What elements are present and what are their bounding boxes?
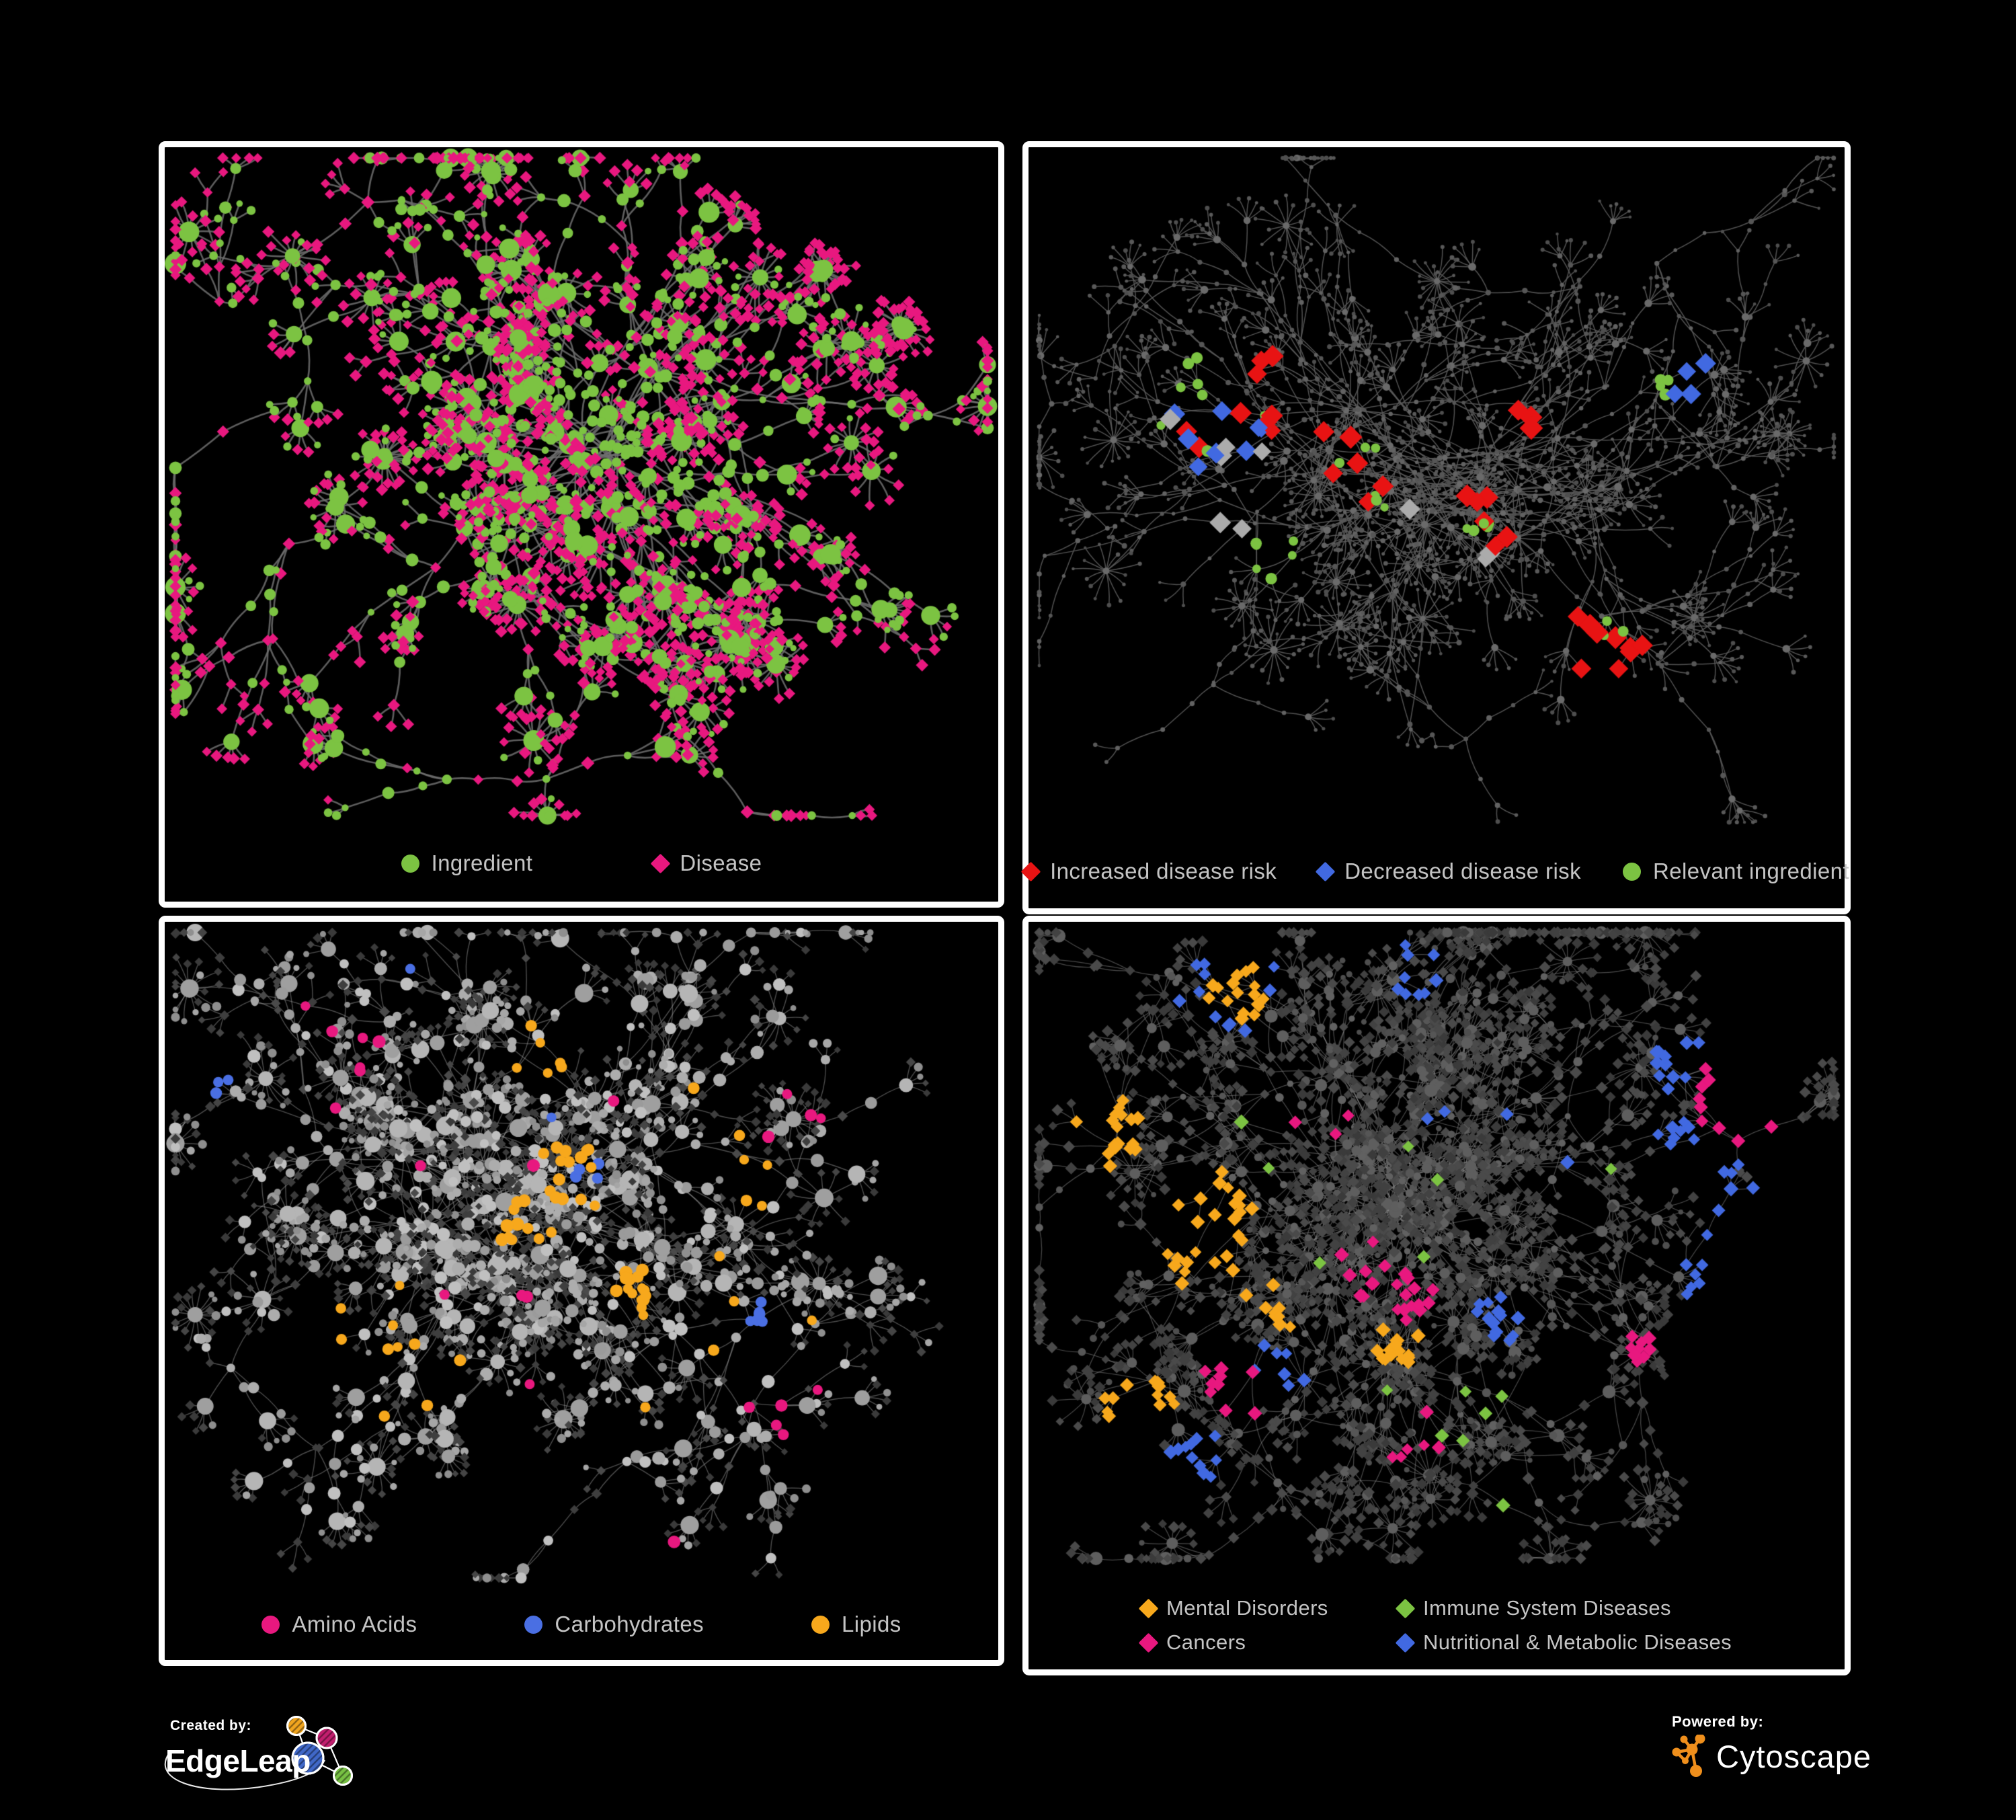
- legend-disease-classes: Mental Disorders Immune System Diseases …: [1138, 1596, 1732, 1655]
- legend-item: Mental Disorders: [1138, 1596, 1398, 1620]
- legend-item: Lipids: [811, 1612, 901, 1637]
- panel-disease-classes: Mental Disorders Immune System Diseases …: [1022, 916, 1851, 1675]
- legend-label: Mental Disorders: [1166, 1596, 1328, 1620]
- legend-item: Nutritional & Metabolic Diseases: [1395, 1630, 1732, 1655]
- panel-disease-risk: Increased disease risk Decreased disease…: [1020, 141, 1851, 914]
- disease-swatch-diamond: [651, 853, 671, 873]
- legend-label: Disease: [680, 850, 762, 875]
- ingredient-swatch-circle: [401, 854, 419, 873]
- nutrient-classes-network-canvas: [165, 922, 998, 1660]
- amino-acids-swatch-circle: [261, 1615, 280, 1634]
- legend-label: Cancers: [1166, 1630, 1246, 1654]
- legend-label: Decreased disease risk: [1344, 859, 1581, 883]
- legend-label: Increased disease risk: [1050, 859, 1277, 883]
- legend-item: Immune System Diseases: [1395, 1596, 1732, 1620]
- legend-label: Carbohydrates: [555, 1612, 704, 1636]
- cytoscape-logo: Powered by:: [1672, 1713, 1873, 1778]
- disease-classes-network-canvas: [1029, 922, 1845, 1669]
- legend-item: Ingredient: [401, 850, 533, 876]
- legend-item: Relevant ingredient: [1622, 859, 1849, 884]
- carbohydrates-swatch-circle: [524, 1615, 543, 1634]
- immune-diseases-swatch-diamond: [1395, 1598, 1416, 1618]
- legend-label: Nutritional & Metabolic Diseases: [1423, 1630, 1732, 1654]
- cancers-swatch-diamond: [1138, 1632, 1159, 1653]
- legend-item: Amino Acids: [261, 1612, 417, 1637]
- legend-label: Relevant ingredient: [1652, 859, 1849, 883]
- edgeleap-logo-graphic: Created by: EdgeLeap: [164, 1716, 353, 1790]
- panel-ingredient-disease: Ingredient Disease: [159, 141, 1004, 908]
- relevant-ingredient-swatch-circle: [1622, 862, 1641, 881]
- nutritional-metabolic-swatch-diamond: [1395, 1632, 1416, 1653]
- created-by-label: Created by:: [170, 1718, 251, 1733]
- ingredient-disease-network-canvas: [165, 147, 998, 902]
- disease-risk-network-canvas: [1029, 147, 1845, 908]
- legend-ingredient-disease: Ingredient Disease: [165, 850, 998, 876]
- edgeleap-logo: Created by: EdgeLeap: [159, 1711, 367, 1802]
- legend-item: Decreased disease risk: [1315, 859, 1581, 884]
- legend-label: Ingredient: [431, 850, 533, 875]
- increased-risk-swatch-diamond: [1020, 861, 1041, 881]
- legend-item: Disease: [651, 850, 762, 876]
- cytoscape-icon: [1672, 1735, 1705, 1777]
- mental-disorders-swatch-diamond: [1138, 1598, 1159, 1618]
- legend-label: Immune System Diseases: [1423, 1596, 1671, 1620]
- legend-item: Increased disease risk: [1020, 859, 1277, 884]
- legend-item: Cancers: [1138, 1630, 1398, 1655]
- legend-nutrient-classes: Amino Acids Carbohydrates Lipids: [165, 1612, 998, 1637]
- lipids-swatch-circle: [811, 1615, 830, 1634]
- decreased-risk-swatch-diamond: [1315, 861, 1336, 881]
- legend-label: Lipids: [842, 1612, 901, 1636]
- panel-nutrient-classes: Amino Acids Carbohydrates Lipids: [159, 916, 1004, 1666]
- legend-label: Amino Acids: [292, 1612, 417, 1636]
- powered-by-label: Powered by:: [1672, 1713, 1764, 1730]
- legend-item: Carbohydrates: [524, 1612, 704, 1637]
- cytoscape-brand-name: Cytoscape: [1716, 1738, 1872, 1774]
- edgeleap-brand-name: EdgeLeap: [165, 1743, 311, 1778]
- legend-disease-risk: Increased disease risk Decreased disease…: [1020, 859, 1849, 884]
